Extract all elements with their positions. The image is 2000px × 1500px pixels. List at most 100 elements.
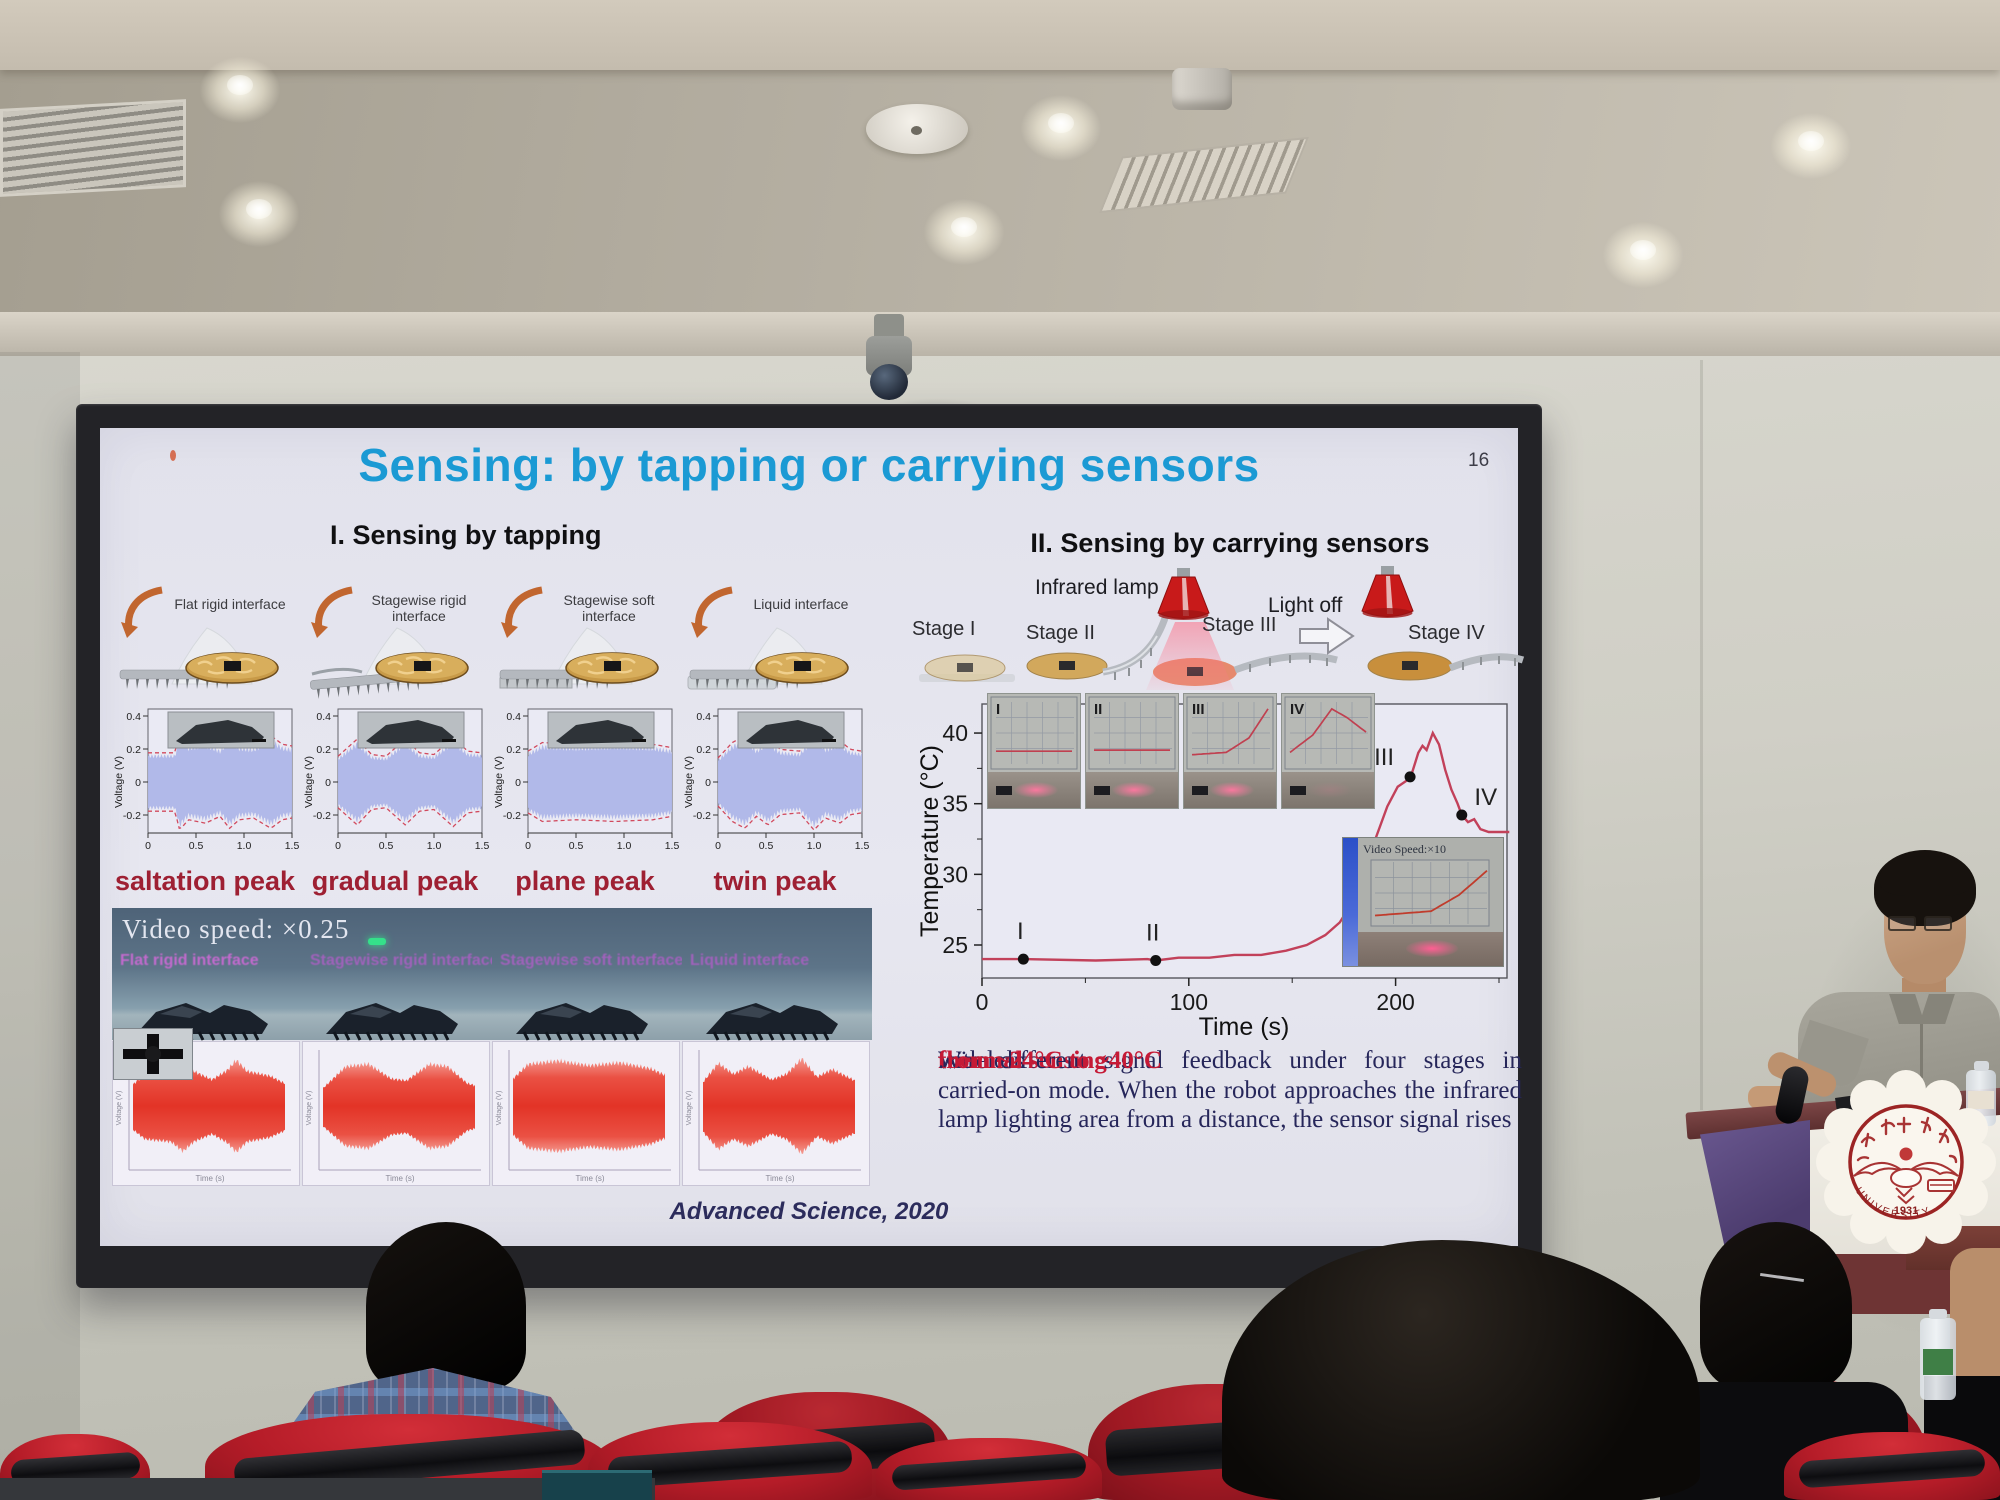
svg-text:1.0: 1.0 — [427, 840, 442, 852]
svg-text:0: 0 — [145, 840, 151, 852]
voltage-chart-plane: 0.4 0.2 0 -0.2 0 0.5 1.0 1.5 Voltage (V) — [492, 695, 679, 862]
ceiling-light — [1755, 100, 1867, 192]
interface-panel-4: Liquid interface — [682, 568, 868, 694]
ceiling-light — [184, 44, 296, 136]
laptop-screen-edge — [542, 1470, 652, 1500]
svg-text:0.5: 0.5 — [569, 840, 584, 852]
wall-shading — [0, 352, 80, 1500]
svg-text:0: 0 — [335, 840, 341, 852]
desc-part: . — [938, 1047, 945, 1074]
robot-topview-icon — [123, 1034, 183, 1074]
audience-head-glasses — [1700, 1222, 1852, 1390]
inset-overlay-text: Video Speed:×10 — [1363, 842, 1447, 856]
svg-text:Voltage (V): Voltage (V) — [493, 756, 505, 808]
security-camera — [874, 314, 904, 340]
pixel-glitch — [170, 450, 176, 461]
desc-highlight: from ~24°C to ~40°C — [938, 1047, 1162, 1074]
response-chart-twin: Time (s) Voltage (V) — [683, 1042, 869, 1185]
response-chart-gradual: Time (s) Voltage (V) — [303, 1042, 489, 1185]
robot-diagram — [499, 627, 659, 689]
svg-text:Voltage (V): Voltage (V) — [113, 756, 125, 808]
svg-text:40: 40 — [942, 720, 968, 746]
infrared-lamp-label: Infrared lamp — [1035, 576, 1159, 599]
inset-mini-chart — [1370, 859, 1490, 927]
svg-text:200: 200 — [1376, 989, 1414, 1015]
video-speed-overlay: Video speed: ×0.25 — [122, 914, 350, 944]
svg-text:II: II — [1146, 920, 1159, 947]
inset-blue-band — [1343, 838, 1358, 966]
svg-text:Voltage (V): Voltage (V) — [306, 1091, 313, 1126]
robot-silhouette — [326, 1003, 458, 1041]
slide-title: Sensing: by tapping or carrying sensors — [358, 439, 1260, 491]
svg-text:Time (s): Time (s) — [1199, 1013, 1290, 1041]
thermal-inset-I: I — [988, 694, 1080, 808]
svg-text:Voltage (V): Voltage (V) — [686, 1091, 693, 1126]
svg-text:0: 0 — [325, 777, 331, 789]
svg-text:-0.2: -0.2 — [503, 810, 521, 822]
desc-part: with different signal feedback under fou… — [938, 1047, 1522, 1133]
svg-text:-0.2: -0.2 — [123, 810, 141, 822]
svg-text:IV: IV — [1474, 784, 1497, 811]
ceiling-fascia — [0, 0, 2000, 70]
svg-text:II: II — [1094, 701, 1102, 718]
shirt-placket — [1920, 1022, 1923, 1078]
desk-edge — [0, 1478, 655, 1500]
light-off-label: Light off — [1268, 594, 1343, 617]
desc-highlight: thermal sensing — [938, 1047, 1107, 1074]
svg-text:25: 25 — [942, 932, 968, 958]
section1-header: I. Sensing by tapping — [330, 520, 602, 550]
svg-text:100: 100 — [1170, 989, 1208, 1015]
svg-text:0.2: 0.2 — [506, 744, 521, 756]
robot-diagram — [310, 627, 469, 699]
thermal-inset-II: II — [1086, 694, 1178, 808]
svg-text:1.5: 1.5 — [475, 840, 490, 852]
svg-text:0: 0 — [705, 777, 711, 789]
response-chart-plane: Time (s) Voltage (V) — [493, 1042, 679, 1185]
svg-text:Voltage (V): Voltage (V) — [303, 756, 315, 808]
voltage-chart-twin: 0.4 0.2 0 -0.2 0 0.5 1.0 1.5 Voltage (V) — [682, 695, 869, 862]
svg-text:0: 0 — [525, 840, 531, 852]
audience-face-edge — [1950, 1248, 2000, 1388]
svg-text:I: I — [996, 701, 1000, 718]
svg-text:0.2: 0.2 — [126, 744, 141, 756]
voltage-chart-gradual: 0.4 0.2 0 -0.2 0 0.5 1.0 1.5 Voltage (V) — [302, 695, 490, 862]
svg-text:0: 0 — [135, 777, 141, 789]
svg-text:Temperature (°C): Temperature (°C) — [916, 745, 944, 937]
svg-text:III: III — [1374, 744, 1394, 771]
ceiling-sensor — [1172, 68, 1232, 110]
interface-label: Liquid interface — [753, 596, 849, 612]
video-still-4: Liquid interface — [682, 908, 872, 1041]
description-paragraph: Wireless thermal sensing with different … — [938, 1046, 1522, 1170]
crown-molding — [0, 312, 2000, 358]
ceiling-light — [1005, 82, 1117, 174]
svg-text:0.4: 0.4 — [506, 711, 521, 723]
svg-text:0: 0 — [976, 989, 989, 1015]
interface-panel-1: Flat rigid interface — [112, 568, 298, 694]
video-speed-inset: Video Speed:×10 — [1343, 838, 1503, 966]
audience-head — [366, 1222, 526, 1390]
svg-text:0.2: 0.2 — [316, 744, 331, 756]
university-seal: 1931 UNIVERSITY — [1816, 1070, 1996, 1254]
peak-label: saltation peak — [114, 866, 296, 896]
section2-header: II. Sensing by carrying sensors — [1030, 528, 1430, 558]
svg-text:0.2: 0.2 — [696, 744, 711, 756]
laser-dot — [368, 938, 386, 945]
citation: Advanced Science, 2020 — [669, 1198, 949, 1225]
interface-label: Stagewise rigid interface — [371, 592, 467, 624]
ceiling-light — [203, 168, 315, 260]
shirt-collar — [1919, 994, 1955, 1024]
svg-text:1.0: 1.0 — [237, 840, 252, 852]
inset-photo — [1358, 932, 1503, 966]
auditorium-chair — [1784, 1432, 2000, 1500]
lamp-off-icon — [1361, 566, 1414, 618]
svg-text:0.5: 0.5 — [759, 840, 774, 852]
thermal-inset-III: III — [1184, 694, 1276, 808]
svg-text:Time (s): Time (s) — [765, 1174, 794, 1183]
wall-corner-line — [1700, 360, 1703, 1110]
svg-text:0.5: 0.5 — [379, 840, 394, 852]
robot-topview-inset — [113, 1028, 193, 1080]
video-panel: Flat rigid interface Stagewise rigid int… — [112, 908, 872, 1188]
presenter-hair-fringe — [1880, 856, 1972, 896]
curved-arrow-icon — [121, 586, 163, 638]
svg-text:-0.2: -0.2 — [693, 810, 711, 822]
